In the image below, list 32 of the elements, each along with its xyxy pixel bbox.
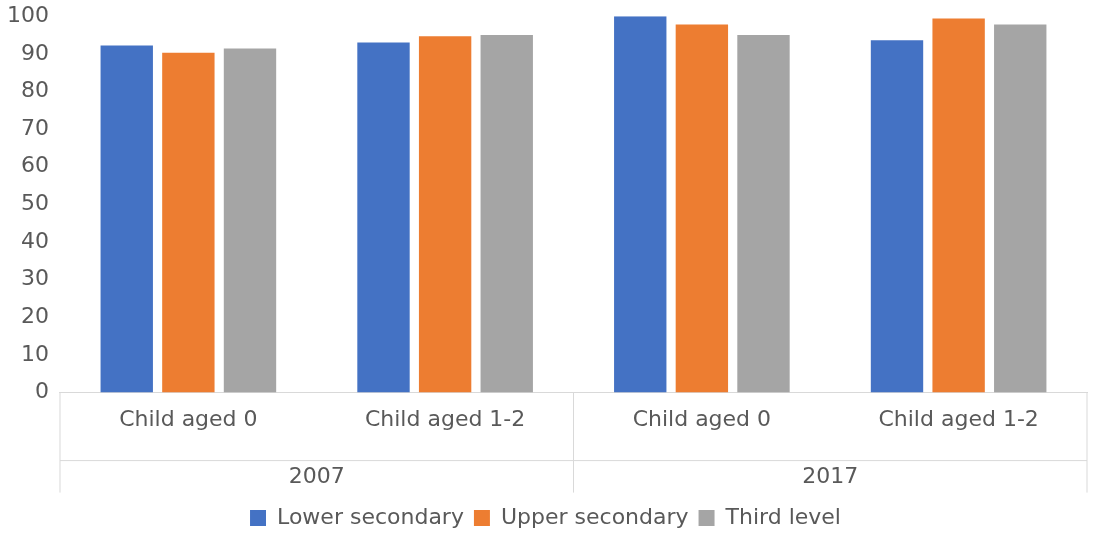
- y-tick-label: 20: [20, 303, 49, 329]
- y-tick-label: 80: [20, 77, 49, 103]
- bar: [870, 40, 924, 393]
- x-tick-label: Child aged 0: [632, 405, 772, 431]
- y-tick-label: 70: [20, 114, 49, 140]
- text: 2007: [288, 463, 345, 489]
- bar: [614, 16, 667, 393]
- bar: [737, 35, 790, 393]
- legend-label: Upper secondary: [500, 503, 689, 529]
- y-tick-label: 90: [20, 39, 49, 65]
- x-tick-label: Child aged 1-2: [878, 405, 1039, 431]
- y-tick-label: 40: [20, 227, 49, 253]
- x-tick-label: Child aged 0: [119, 405, 258, 431]
- legend-label: Lower secondary: [277, 503, 464, 529]
- x-tick-label: Child aged 1-2: [364, 405, 526, 431]
- bar: [223, 48, 277, 393]
- y-tick-label: 10: [20, 340, 49, 366]
- y-tick-label: 30: [20, 265, 49, 291]
- y-tick-label: 60: [20, 152, 49, 178]
- bar: [675, 24, 729, 393]
- y-tick-label: 100: [6, 1, 49, 27]
- bar: [480, 35, 533, 393]
- bar: [162, 52, 215, 393]
- y-tick-label: 0: [34, 378, 49, 404]
- y-tick-label: 50: [20, 190, 49, 216]
- bar: [418, 36, 472, 393]
- legend-label: Third level: [724, 503, 841, 529]
- text: 2017: [802, 463, 859, 489]
- bar: [357, 42, 410, 393]
- bar: [932, 18, 985, 393]
- bar: [100, 45, 153, 393]
- bar: [994, 24, 1047, 393]
